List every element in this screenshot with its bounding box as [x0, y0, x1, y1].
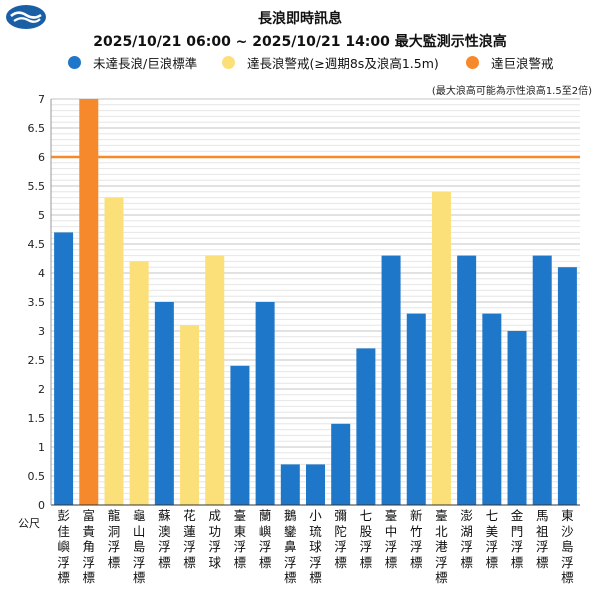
bar — [532, 255, 552, 505]
x-tick-label: 彌陀浮標 — [334, 508, 347, 570]
legend-label: 達巨浪警戒 — [491, 56, 554, 71]
bar — [406, 313, 426, 505]
x-tick-label: 馬祖浮標 — [535, 508, 549, 570]
x-tick-label: 蘭嶼浮標 — [258, 508, 272, 570]
bar — [104, 197, 124, 505]
y-axis-unit-label: 公尺 — [18, 517, 40, 530]
bar — [331, 423, 351, 505]
y-tick-label: 0 — [38, 499, 45, 512]
bar — [129, 261, 149, 505]
bar — [381, 255, 401, 505]
legend-item-long-wave: 達長浪警戒(≥週期8s及浪高1.5m) — [222, 53, 439, 72]
y-tick-label: 4.5 — [28, 238, 46, 251]
cwa-logo-icon — [6, 5, 46, 29]
y-tick-label: 1.5 — [28, 412, 46, 425]
x-tick-label: 蘇澳浮標 — [158, 508, 171, 570]
legend: 未達長浪/巨浪標準 達長浪警戒(≥週期8s及浪高1.5m) 達巨浪警戒 — [0, 53, 600, 73]
y-tick-label: 7 — [38, 93, 45, 106]
x-tick-label: 花蓮浮標 — [183, 508, 196, 570]
bar — [180, 325, 200, 505]
x-tick-label: 臺北港浮標 — [435, 508, 448, 585]
y-tick-label: 6 — [38, 151, 45, 164]
y-tick-label: 5.5 — [28, 180, 46, 193]
bar — [306, 464, 325, 505]
legend-item-huge-wave: 達巨浪警戒 — [466, 53, 554, 72]
bar — [280, 464, 300, 505]
x-tick-label: 小琉球浮標 — [309, 508, 322, 585]
x-tick-label: 臺中浮標 — [384, 508, 398, 570]
x-tick-label: 七股浮標 — [359, 508, 373, 570]
chart-note: (最大浪高可能為示性浪高1.5至2倍) — [431, 86, 592, 97]
chart-subtitle: 2025/10/21 06:00 ~ 2025/10/21 14:00 最大監測… — [93, 34, 507, 50]
y-tick-label: 5 — [38, 209, 45, 222]
y-tick-label: 3.5 — [28, 296, 46, 309]
bar — [507, 331, 527, 505]
x-tick-label: 金門浮標 — [510, 508, 524, 570]
x-tick-label: 龍洞浮標 — [107, 508, 121, 570]
bar — [255, 302, 275, 505]
y-tick-label: 0.5 — [28, 470, 46, 483]
bar — [54, 232, 74, 505]
y-tick-label: 2 — [38, 383, 45, 396]
bar — [482, 313, 502, 505]
bar — [356, 348, 376, 505]
y-tick-label: 4 — [38, 267, 45, 280]
x-tick-label: 龜山島浮標 — [132, 508, 146, 585]
bar — [154, 302, 174, 505]
legend-label: 未達長浪/巨浪標準 — [93, 56, 198, 71]
legend-dot-icon — [466, 56, 479, 69]
x-tick-label: 成功浮球 — [208, 508, 221, 570]
y-tick-label: 2.5 — [28, 354, 46, 367]
bar — [205, 255, 225, 505]
legend-dot-icon — [222, 56, 235, 69]
legend-label: 達長浪警戒(≥週期8s及浪高1.5m) — [247, 56, 439, 71]
x-tick-label: 富貴角浮標 — [82, 508, 96, 585]
y-tick-label: 1 — [38, 441, 45, 454]
x-tick-label: 澎湖浮標 — [460, 508, 473, 570]
legend-item-none: 未達長浪/巨浪標準 — [68, 53, 197, 72]
x-tick-label: 新竹浮標 — [409, 508, 423, 570]
bar — [230, 365, 250, 505]
bar — [79, 99, 99, 505]
x-tick-label: 七美浮標 — [485, 508, 499, 570]
bar — [557, 267, 577, 505]
x-tick-label: 彭佳嶼浮標 — [57, 508, 70, 585]
x-tick-label: 臺東浮標 — [233, 508, 247, 570]
chart-title: 長浪即時訊息 — [258, 11, 342, 27]
x-tick-label: 鵝鑾鼻浮標 — [284, 508, 297, 585]
y-tick-label: 3 — [38, 325, 45, 338]
bar — [457, 255, 477, 505]
bar — [431, 191, 451, 506]
x-tick-label: 東沙島浮標 — [561, 508, 574, 585]
legend-dot-icon — [68, 56, 81, 69]
y-tick-label: 6.5 — [28, 122, 46, 135]
